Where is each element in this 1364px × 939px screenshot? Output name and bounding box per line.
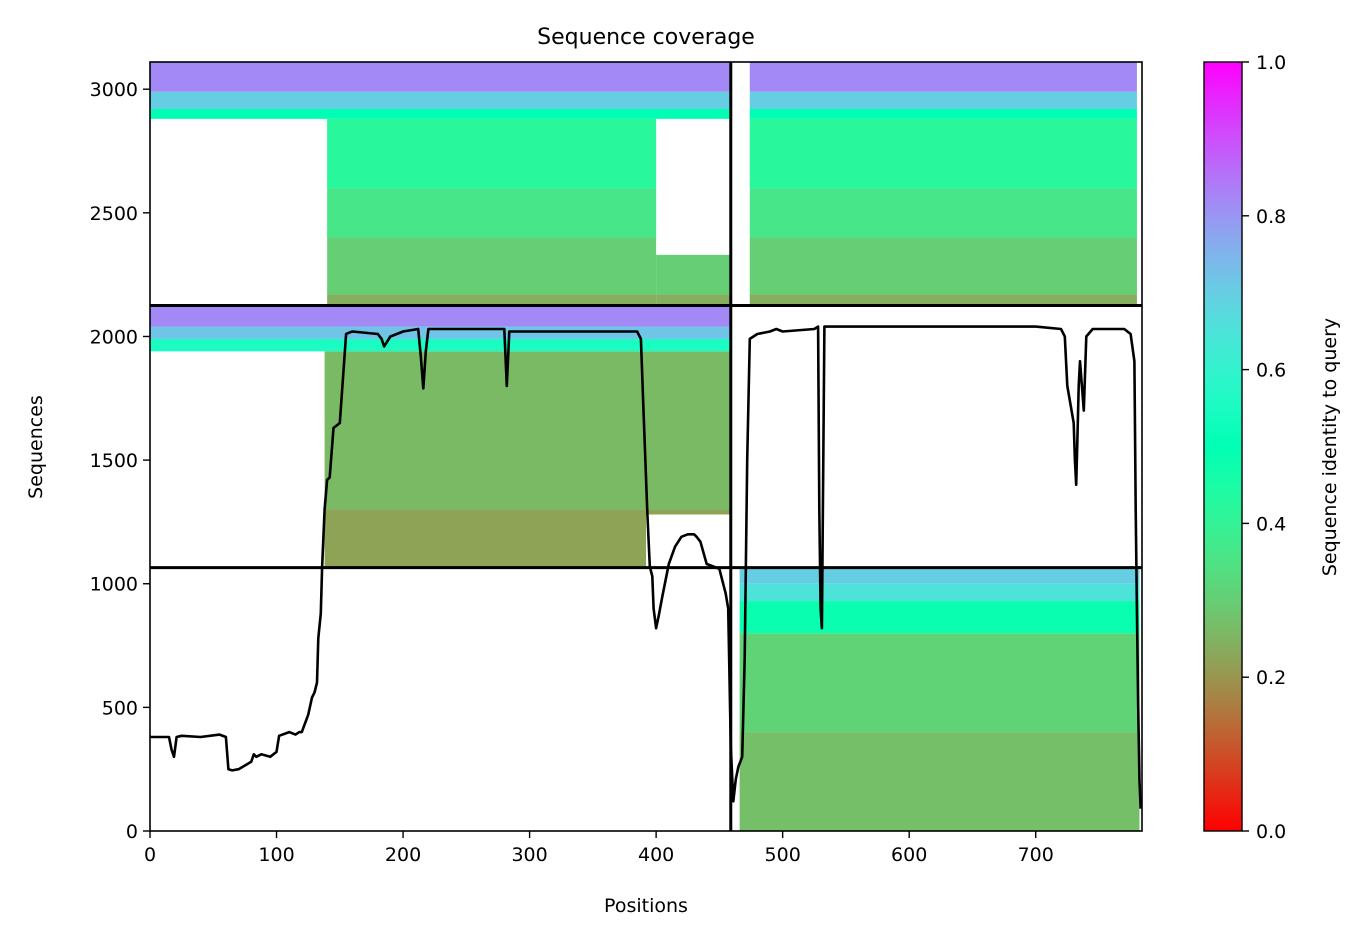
identity-band (739, 601, 1140, 634)
colorbar-label: Sequence identity to query (1319, 318, 1341, 576)
identity-band (749, 118, 1137, 189)
identity-band (150, 338, 731, 352)
identity-band (656, 294, 731, 306)
plot-frame (149, 61, 1143, 832)
x-tick-label: 100 (258, 844, 294, 866)
x-tick-label: 0 (144, 844, 156, 866)
identity-band (749, 62, 1137, 92)
identity-band (150, 91, 731, 109)
y-tick-label: 500 (102, 697, 138, 719)
identity-band (749, 188, 1137, 238)
identity-band (327, 294, 657, 306)
identity-band (327, 237, 657, 295)
x-tick-label: 400 (638, 844, 674, 866)
y-axis: 0 500 1000 1500 2000 2500 3000 (90, 79, 150, 843)
x-tick-label: 700 (1018, 844, 1054, 866)
y-tick-label: 0 (126, 821, 138, 843)
colorbar-gradient (1203, 61, 1243, 832)
x-tick-label: 600 (891, 844, 927, 866)
colorbar-tick-label: 0.2 (1256, 667, 1286, 689)
identity-band (324, 509, 646, 568)
y-tick-label: 3000 (90, 79, 138, 101)
coverage-block (739, 567, 1140, 831)
identity-band (150, 305, 731, 327)
colorbar-ticks: 0.0 0.2 0.4 0.6 0.8 1.0 (1242, 52, 1286, 843)
identity-band (150, 62, 731, 92)
y-tick-label: 1500 (90, 450, 138, 472)
colorbar-tick-label: 0.0 (1256, 821, 1286, 843)
identity-band (749, 91, 1137, 109)
coverage-line (150, 325, 1142, 809)
identity-band (739, 732, 1140, 831)
colorbar-tick-label: 0.6 (1256, 360, 1286, 382)
x-tick-label: 500 (765, 844, 801, 866)
x-axis: 0 100 200 300 400 500 600 700 (144, 831, 1054, 866)
identity-band (739, 583, 1140, 602)
colorbar-tick-label: 1.0 (1256, 52, 1286, 74)
colorbar (1203, 61, 1243, 832)
y-tick-label: 1000 (90, 574, 138, 596)
identity-band (646, 351, 731, 510)
coverage-block (150, 305, 731, 568)
x-tick-label: 300 (511, 844, 547, 866)
coverage-block (150, 62, 731, 306)
identity-band (646, 509, 731, 515)
identity-band (327, 118, 657, 189)
chart-title: Sequence coverage (537, 25, 755, 50)
identity-band (739, 633, 1140, 733)
y-tick-label: 2000 (90, 326, 138, 348)
coverage-line-layer (150, 325, 1142, 809)
x-axis-label: Positions (604, 895, 688, 917)
identity-band (656, 254, 731, 295)
identity-band (150, 108, 731, 119)
identity-band (324, 351, 646, 510)
identity-band (327, 188, 657, 238)
identity-band (150, 326, 731, 339)
identity-band (739, 567, 1140, 584)
coverage-heatmap (150, 62, 1140, 831)
y-axis-label: Sequences (25, 395, 47, 499)
identity-band (749, 237, 1137, 295)
colorbar-tick-label: 0.4 (1256, 513, 1286, 535)
y-tick-label: 2500 (90, 203, 138, 225)
identity-band (749, 294, 1137, 306)
colorbar-tick-label: 0.8 (1256, 206, 1286, 228)
identity-band (749, 108, 1137, 119)
coverage-block (749, 62, 1137, 306)
x-tick-label: 200 (385, 844, 421, 866)
